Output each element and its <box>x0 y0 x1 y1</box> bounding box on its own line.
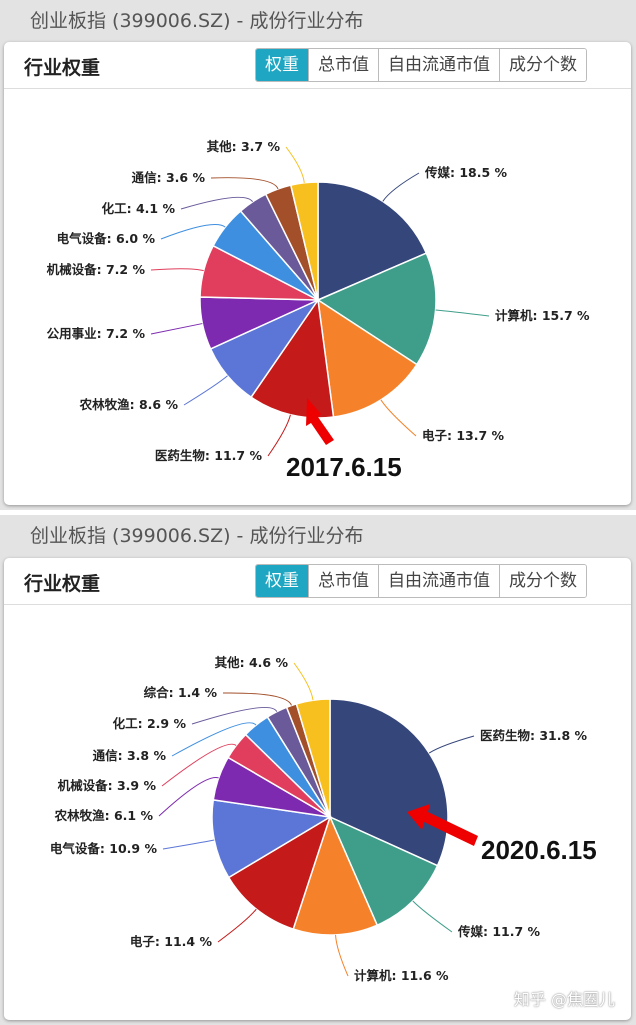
leader-line <box>380 399 417 437</box>
leader-line <box>435 309 490 317</box>
leader-line <box>412 900 453 933</box>
slice-label: 电子: 13.7 % <box>422 428 505 443</box>
slice-label: 其他: 4.6 % <box>215 655 289 670</box>
card-title: 行业权重 <box>24 573 101 595</box>
leader-line <box>158 776 219 817</box>
leader-line <box>335 934 349 977</box>
leader-line <box>191 707 278 725</box>
leader-line <box>180 196 254 210</box>
panel-title: 创业板指 (399006.SZ) - 成份行业分布 <box>30 525 364 547</box>
slice-label: 通信: 3.8 % <box>93 748 167 763</box>
pie-slice[interactable] <box>317 298 418 418</box>
leader-line <box>210 177 279 190</box>
metric-toggle-group: 权重 总市值 自由流通市值 成分个数 <box>255 564 587 598</box>
leader-line <box>161 743 237 787</box>
pie-slice[interactable] <box>316 252 437 366</box>
pie-slice[interactable] <box>317 181 428 302</box>
leader-line <box>150 268 204 272</box>
pie-slice[interactable] <box>227 815 332 931</box>
arrow-annotation-icon <box>407 804 478 846</box>
leader-line <box>217 908 257 943</box>
metric-toggle-group: 权重 总市值 自由流通市值 成分个数 <box>255 48 587 82</box>
pie-slice[interactable] <box>211 798 333 879</box>
leader-line <box>285 146 305 183</box>
slice-label: 化工: 4.1 % <box>102 201 176 216</box>
slice-label: 电子: 11.4 % <box>130 934 213 949</box>
tab-constituent-count[interactable]: 成分个数 <box>499 565 586 597</box>
leader-line <box>222 692 292 706</box>
leader-line <box>267 414 291 457</box>
watermark: 知乎 @焦圈儿 <box>513 990 615 1009</box>
slice-label: 计算机: 11.6 % <box>354 968 449 983</box>
slice-label: 机械设备: 3.9 % <box>58 778 157 793</box>
panel-title: 创业板指 (399006.SZ) - 成份行业分布 <box>30 10 364 32</box>
leader-line <box>428 735 475 754</box>
leader-line <box>293 662 314 701</box>
slice-label: 计算机: 15.7 % <box>495 308 590 323</box>
slice-label: 通信: 3.6 % <box>132 170 206 185</box>
card-header: 行业权重 权重 总市值 自由流通市值 成分个数 <box>4 558 631 605</box>
slice-label: 医药生物: 31.8 % <box>480 728 588 743</box>
leader-line <box>183 375 228 406</box>
slice-label: 化工: 2.9 % <box>113 716 187 731</box>
slice-label: 机械设备: 7.2 % <box>47 262 146 277</box>
pie-slice[interactable] <box>295 698 331 818</box>
card-title: 行业权重 <box>24 57 101 79</box>
slice-label: 农林牧渔: 8.6 % <box>79 397 179 412</box>
slice-label: 传媒: 11.7 % <box>457 924 541 939</box>
slice-label: 传媒: 18.5 % <box>424 165 508 180</box>
tab-constituent-count[interactable]: 成分个数 <box>499 49 586 81</box>
tab-free-float-market-cap[interactable]: 自由流通市值 <box>378 49 499 81</box>
card-header: 行业权重 权重 总市值 自由流通市值 成分个数 <box>4 42 631 89</box>
date-annotation-2017: 2017.6.15 <box>286 452 402 482</box>
slice-label: 农林牧渔: 6.1 % <box>54 808 154 823</box>
pie-chart-2020: 医药生物: 31.8 % 传媒: 11.7 % 计算机: 11.6 % 电子: 11.… <box>50 655 588 983</box>
slice-label: 电气设备: 6.0 % <box>57 231 156 246</box>
slice-label: 公用事业: 7.2 % <box>47 326 146 341</box>
tab-free-float-market-cap[interactable]: 自由流通市值 <box>378 565 499 597</box>
tab-weight[interactable]: 权重 <box>256 49 308 81</box>
leader-line <box>171 722 257 757</box>
tab-total-market-cap[interactable]: 总市值 <box>308 49 378 81</box>
slice-label: 综合: 1.4 % <box>144 685 218 700</box>
slice-label: 医药生物: 11.7 % <box>155 448 263 463</box>
leader-line <box>160 224 226 240</box>
date-annotation-2020: 2020.6.15 <box>481 835 597 865</box>
arrow-annotation-icon <box>306 398 334 445</box>
tab-total-market-cap[interactable]: 总市值 <box>308 565 378 597</box>
slice-label: 其他: 3.7 % <box>207 139 281 154</box>
leader-line <box>162 839 215 850</box>
tab-weight[interactable]: 权重 <box>256 565 308 597</box>
leader-line <box>150 323 203 335</box>
pie-chart-2017: 传媒: 18.5 % 计算机: 15.7 % 电子: 13.7 % 医药生物: 11.… <box>47 139 590 463</box>
leader-line <box>382 172 420 202</box>
slice-label: 电气设备: 10.9 % <box>50 841 158 856</box>
